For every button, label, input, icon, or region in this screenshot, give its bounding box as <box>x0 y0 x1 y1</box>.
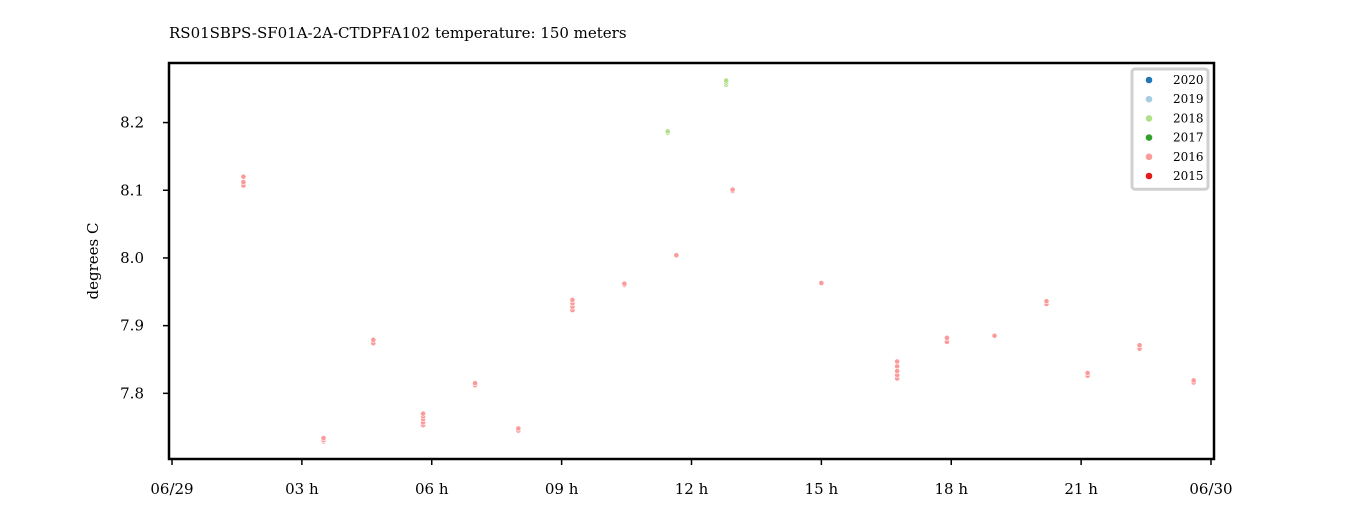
data-point-2016 <box>420 410 426 417</box>
data-point-2016 <box>621 280 628 287</box>
y-tick-label: 8.2 <box>120 114 144 132</box>
data-point-2016 <box>320 435 327 441</box>
legend-marker-2017 <box>1145 134 1153 141</box>
data-point-2016 <box>894 368 901 374</box>
y-axis: 7.8 7.9 8.0 8.1 8.2 <box>120 114 169 402</box>
data-point-2016 <box>818 280 825 286</box>
data-point-2016 <box>729 186 736 193</box>
data-point-2016 <box>991 332 998 339</box>
data-point-2016 <box>673 252 680 259</box>
x-axis: 06/29 03 h 06 h 09 h 12 h 15 h 18 h 21 h 06/30 <box>150 459 1233 498</box>
y-tick-label: 7.8 <box>120 384 144 402</box>
x-tick-label: 06 h <box>415 480 449 498</box>
legend-label-2019: 2019 <box>1173 92 1204 106</box>
data-point-2016 <box>1190 377 1197 384</box>
x-tick-label: 06/30 <box>1189 480 1232 498</box>
data-point-2016 <box>240 173 247 180</box>
y-axis-label: degrees C <box>84 223 102 300</box>
plot-frame <box>167 61 1216 461</box>
legend-label-2018: 2018 <box>1173 111 1204 125</box>
x-tick-label: 09 h <box>545 480 579 498</box>
data-point-2016 <box>894 358 901 365</box>
y-tick-label: 7.9 <box>120 317 144 335</box>
data-point-2016 <box>1136 342 1143 349</box>
legend-label-2015: 2015 <box>1173 169 1204 183</box>
x-tick-label: 12 h <box>675 480 709 498</box>
data-point-2016 <box>240 179 247 186</box>
data-point-2018 <box>664 128 671 135</box>
data-point-2016 <box>515 425 522 432</box>
chart-title: RS01SBPS-SF01A-2A-CTDPFA102 temperature:… <box>169 24 627 42</box>
data-point-2018 <box>723 77 730 84</box>
legend-label-2020: 2020 <box>1173 73 1204 87</box>
x-tick-label: 06/29 <box>150 480 193 498</box>
data-point-2016 <box>1043 298 1050 305</box>
legend-marker-2019 <box>1145 95 1153 103</box>
legend: 2020 2019 2018 2017 2016 2015 <box>1130 67 1210 191</box>
x-tick-label: 03 h <box>285 480 319 498</box>
x-tick-label: 15 h <box>805 480 839 498</box>
data-point-2016 <box>370 336 377 343</box>
x-tick-label: 21 h <box>1064 480 1098 498</box>
x-tick-label: 18 h <box>934 480 968 498</box>
y-tick-label: 8.1 <box>120 181 144 199</box>
data-point-2016 <box>1084 370 1091 376</box>
data-point-2016 <box>894 363 901 370</box>
data-point-2016 <box>569 297 576 303</box>
legend-label-2016: 2016 <box>1173 150 1204 164</box>
data-point-2016 <box>944 334 950 341</box>
y-tick-label: 8.0 <box>120 249 144 267</box>
legend-label-2017: 2017 <box>1173 131 1204 145</box>
legend-marker-2015 <box>1145 172 1153 180</box>
legend-marker-2016 <box>1145 153 1153 161</box>
legend-marker-2018 <box>1145 115 1153 122</box>
plot-area <box>240 77 1197 445</box>
legend-marker-2020 <box>1145 76 1153 84</box>
data-point-2016 <box>472 380 478 387</box>
